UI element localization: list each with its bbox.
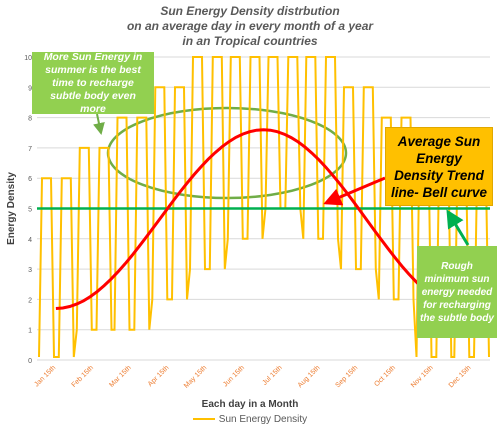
x-tick-label: Dec 15th (448, 364, 473, 389)
chart-title-line-2: on an average day in every month of a ye… (126, 19, 374, 33)
chart-title-line-1: Sun Energy Density distrbution (160, 4, 340, 18)
chart-title-line-3: in an Tropical countries (182, 34, 318, 48)
x-tick-label: Aug 15th (297, 364, 322, 389)
y-tick-label: 2 (28, 297, 32, 304)
trend-line (55, 128, 472, 313)
y-tick-label: 6 (28, 176, 32, 183)
y-tick-label: 10 (24, 55, 32, 62)
x-tick-label: May 15th (183, 364, 208, 389)
x-tick-label: Sep 15th (335, 364, 360, 389)
x-tick-label: Mar 15th (108, 364, 133, 389)
y-tick-label: 4 (28, 237, 32, 244)
y-tick-label: 3 (28, 267, 32, 274)
y-tick-label: 9 (28, 85, 32, 92)
x-tick-label: Jun 15th (222, 364, 246, 388)
x-tick-label: Jan 15th (33, 364, 57, 388)
threshold-arrow (446, 209, 470, 246)
y-tick-label: 0 (28, 358, 32, 365)
trend-arrow (323, 176, 386, 206)
y-tick-label: 7 (28, 146, 32, 153)
trend-callout: Average Sun Energy Density Trend line- B… (385, 127, 493, 206)
y-tick-label: 5 (28, 207, 32, 214)
x-tick-label: Jul 15th (261, 364, 283, 386)
legend-label: Sun Energy Density (218, 414, 308, 425)
y-axis-title: Energy Density (6, 172, 17, 245)
x-axis-title: Each day in a Month (201, 399, 299, 410)
x-tick-label: Apr 15th (147, 364, 171, 388)
legend: Sun Energy Density (0, 414, 500, 425)
summer-arrow (93, 113, 105, 135)
series-line-sun-energy-density (38, 56, 490, 358)
y-tick-label: 8 (28, 116, 32, 123)
threshold-callout: Rough minimum sun energy needed for rech… (417, 246, 497, 338)
x-tick-label: Feb 15th (71, 364, 96, 389)
x-tick-label: Oct 15th (373, 364, 397, 388)
x-tick-label: Nov 15th (410, 364, 435, 389)
y-tick-label: 1 (28, 328, 32, 335)
summer-callout: More Sun Energy in summer is the best ti… (32, 51, 154, 115)
legend-swatch (192, 418, 215, 421)
